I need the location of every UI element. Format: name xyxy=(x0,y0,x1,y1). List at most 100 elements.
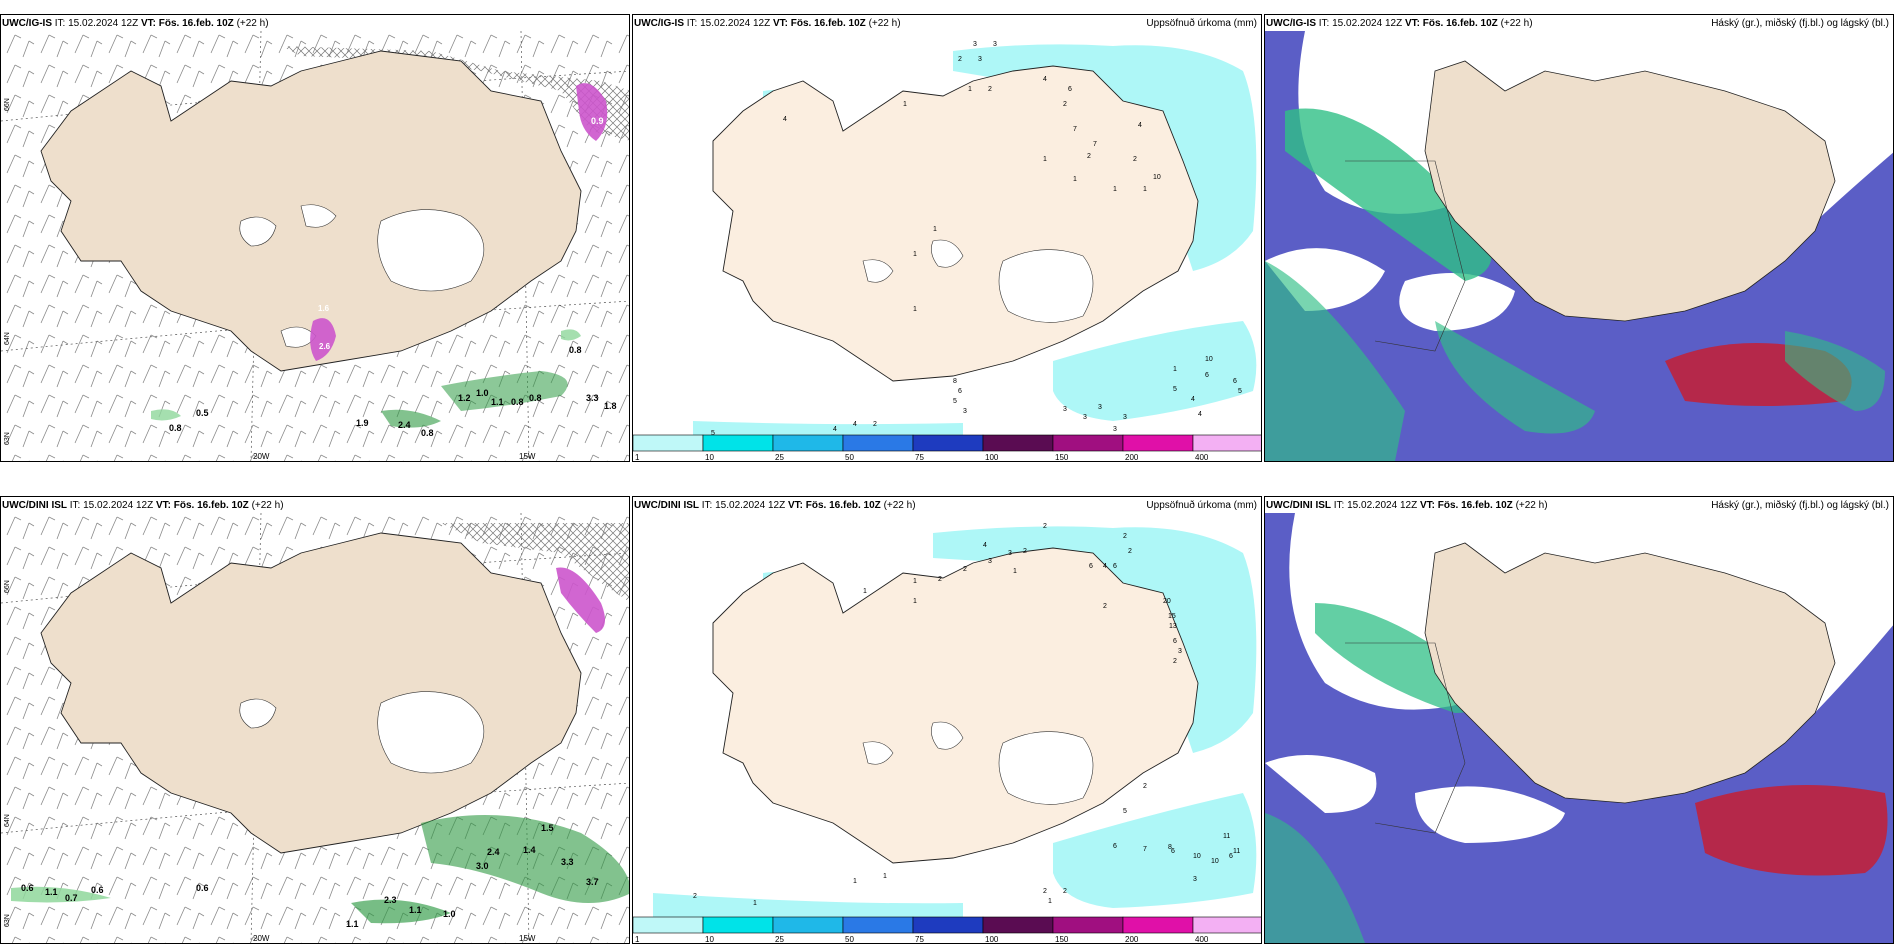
svg-text:2: 2 xyxy=(1128,548,1132,555)
svg-text:3: 3 xyxy=(993,41,997,48)
svg-text:20: 20 xyxy=(1163,598,1171,605)
svg-text:2: 2 xyxy=(938,576,942,583)
wind-label: 1.5 xyxy=(541,823,554,833)
colorbar-swatch xyxy=(633,434,704,452)
svg-text:1: 1 xyxy=(863,588,867,595)
colorbar-swatch xyxy=(1192,916,1261,934)
svg-text:6: 6 xyxy=(1113,563,1117,570)
svg-text:1: 1 xyxy=(1048,898,1052,905)
svg-text:5: 5 xyxy=(953,398,957,405)
wind-label: 1.1 xyxy=(346,919,359,929)
accum-panel-top: UWC/IG-IS IT: 15.02.2024 12Z VT: Fös. 16… xyxy=(632,14,1262,462)
svg-text:6: 6 xyxy=(958,388,962,395)
wind-label: 1.9 xyxy=(356,418,369,428)
wind-label: 1.1 xyxy=(45,887,58,897)
panel-header: UWC/IG-IS IT: 15.02.2024 12Z VT: Fös. 16… xyxy=(1266,18,1533,29)
svg-text:5: 5 xyxy=(1123,808,1127,815)
svg-text:3: 3 xyxy=(973,41,977,48)
colorbar-tick: 25 xyxy=(775,935,784,943)
lat-label: 66N xyxy=(4,98,11,111)
wind-label: 2.4 xyxy=(398,420,411,430)
svg-text:1: 1 xyxy=(1113,186,1117,193)
colorbar-tick: 150 xyxy=(1055,453,1069,461)
svg-text:11: 11 xyxy=(1233,848,1240,855)
svg-text:4: 4 xyxy=(1198,411,1202,418)
colorbar-swatch xyxy=(1192,434,1261,452)
svg-text:11: 11 xyxy=(1223,833,1230,840)
wind-label: 3.3 xyxy=(586,393,599,403)
svg-text:1: 1 xyxy=(1073,176,1077,183)
cloud-panel-bottom: UWC/DINI ISL IT: 15.02.2024 12Z VT: Fös.… xyxy=(1264,496,1894,944)
svg-text:10: 10 xyxy=(1153,174,1161,181)
panel-title: Uppsöfnuð úrkoma (mm) xyxy=(1146,500,1257,511)
lon-label: 20W xyxy=(253,452,270,461)
wind-map: 0.9 0.8 1.2 1.0 0.8 0.8 1.1 0.8 3.3 1.8 … xyxy=(1,31,629,461)
svg-text:2: 2 xyxy=(1173,658,1177,665)
colorbar: 1 10 25 50 75 100 150 200 400 xyxy=(633,916,1261,943)
colorbar-tick: 1 xyxy=(635,935,640,943)
colorbar-tick: 50 xyxy=(845,453,854,461)
cloud-panel-top: UWC/IG-IS IT: 15.02.2024 12Z VT: Fös. 16… xyxy=(1264,14,1894,462)
cloud-map xyxy=(1265,31,1893,461)
svg-text:1: 1 xyxy=(753,900,757,907)
svg-text:3: 3 xyxy=(1123,414,1127,421)
svg-text:1: 1 xyxy=(913,251,917,258)
wind-map: 1.5 1.4 3.3 3.7 2.4 3.0 2.3 1.1 1.0 1.1 … xyxy=(1,513,629,943)
wind-label: 0.6 xyxy=(91,885,104,895)
svg-text:3: 3 xyxy=(1063,406,1067,413)
colorbar-swatch xyxy=(1052,916,1124,934)
colorbar-swatch xyxy=(772,916,844,934)
svg-text:4: 4 xyxy=(853,421,857,428)
svg-text:1: 1 xyxy=(933,226,937,233)
accum-labels: 2 2 4 3 3 2 2 1 1 1 4 6 6 2 1 2 2 20 15 … xyxy=(693,523,1240,907)
panel-title: Uppsöfnuð úrkoma (mm) xyxy=(1146,18,1257,29)
accum-map: 2 2 4 3 3 2 2 1 1 1 4 6 6 2 1 2 2 20 15 … xyxy=(653,523,1257,923)
svg-text:2: 2 xyxy=(1123,533,1127,540)
svg-text:10: 10 xyxy=(1205,356,1213,363)
wind-label: 0.8 xyxy=(511,397,524,407)
colorbar-swatch xyxy=(982,434,1054,452)
panel-header: UWC/DINI ISL IT: 15.02.2024 12Z VT: Fös.… xyxy=(634,500,916,511)
svg-text:2: 2 xyxy=(1133,156,1137,163)
colorbar-tick: 75 xyxy=(915,453,924,461)
svg-text:3: 3 xyxy=(1193,876,1197,883)
svg-text:2: 2 xyxy=(1087,153,1091,160)
svg-text:7: 7 xyxy=(1143,846,1147,853)
svg-text:1: 1 xyxy=(1013,568,1017,575)
svg-text:1: 1 xyxy=(913,578,917,585)
colorbar-swatch xyxy=(772,434,844,452)
svg-text:6: 6 xyxy=(1113,843,1117,850)
svg-text:2: 2 xyxy=(1023,548,1027,555)
svg-text:2: 2 xyxy=(963,566,967,573)
wind-label: 1.0 xyxy=(476,388,489,398)
svg-text:1: 1 xyxy=(883,873,887,880)
lon-label: 15W xyxy=(519,934,536,943)
wind-label: 1.4 xyxy=(523,845,536,855)
colorbar-swatch xyxy=(842,916,914,934)
colorbar-tick: 200 xyxy=(1125,935,1139,943)
svg-text:1: 1 xyxy=(913,598,917,605)
svg-text:6: 6 xyxy=(1171,848,1175,855)
svg-text:4: 4 xyxy=(783,116,787,123)
svg-text:2: 2 xyxy=(873,421,877,428)
wind-label: 3.0 xyxy=(476,861,489,871)
wind-label: 2.6 xyxy=(319,342,331,351)
wind-label: 2.4 xyxy=(487,847,500,857)
wind-label: 3.7 xyxy=(586,877,599,887)
svg-text:2: 2 xyxy=(958,56,962,63)
wind-panel-top: UWC/IG-IS IT: 15.02.2024 12Z VT: Fös. 16… xyxy=(0,14,630,462)
colorbar-tick: 150 xyxy=(1055,935,1069,943)
lat-label: 64N xyxy=(4,814,11,827)
svg-text:13: 13 xyxy=(1169,623,1177,630)
lat-label: 64N xyxy=(4,332,11,345)
svg-text:2: 2 xyxy=(1103,603,1107,610)
colorbar-tick: 100 xyxy=(985,935,999,943)
svg-text:2: 2 xyxy=(1043,523,1047,530)
svg-text:15: 15 xyxy=(1168,613,1176,620)
lat-label: 66N xyxy=(4,580,11,593)
colorbar-tick: 50 xyxy=(845,935,854,943)
colorbar-swatch xyxy=(842,434,914,452)
colorbar-tick: 25 xyxy=(775,453,784,461)
svg-text:2: 2 xyxy=(988,86,992,93)
svg-text:1: 1 xyxy=(903,101,907,108)
